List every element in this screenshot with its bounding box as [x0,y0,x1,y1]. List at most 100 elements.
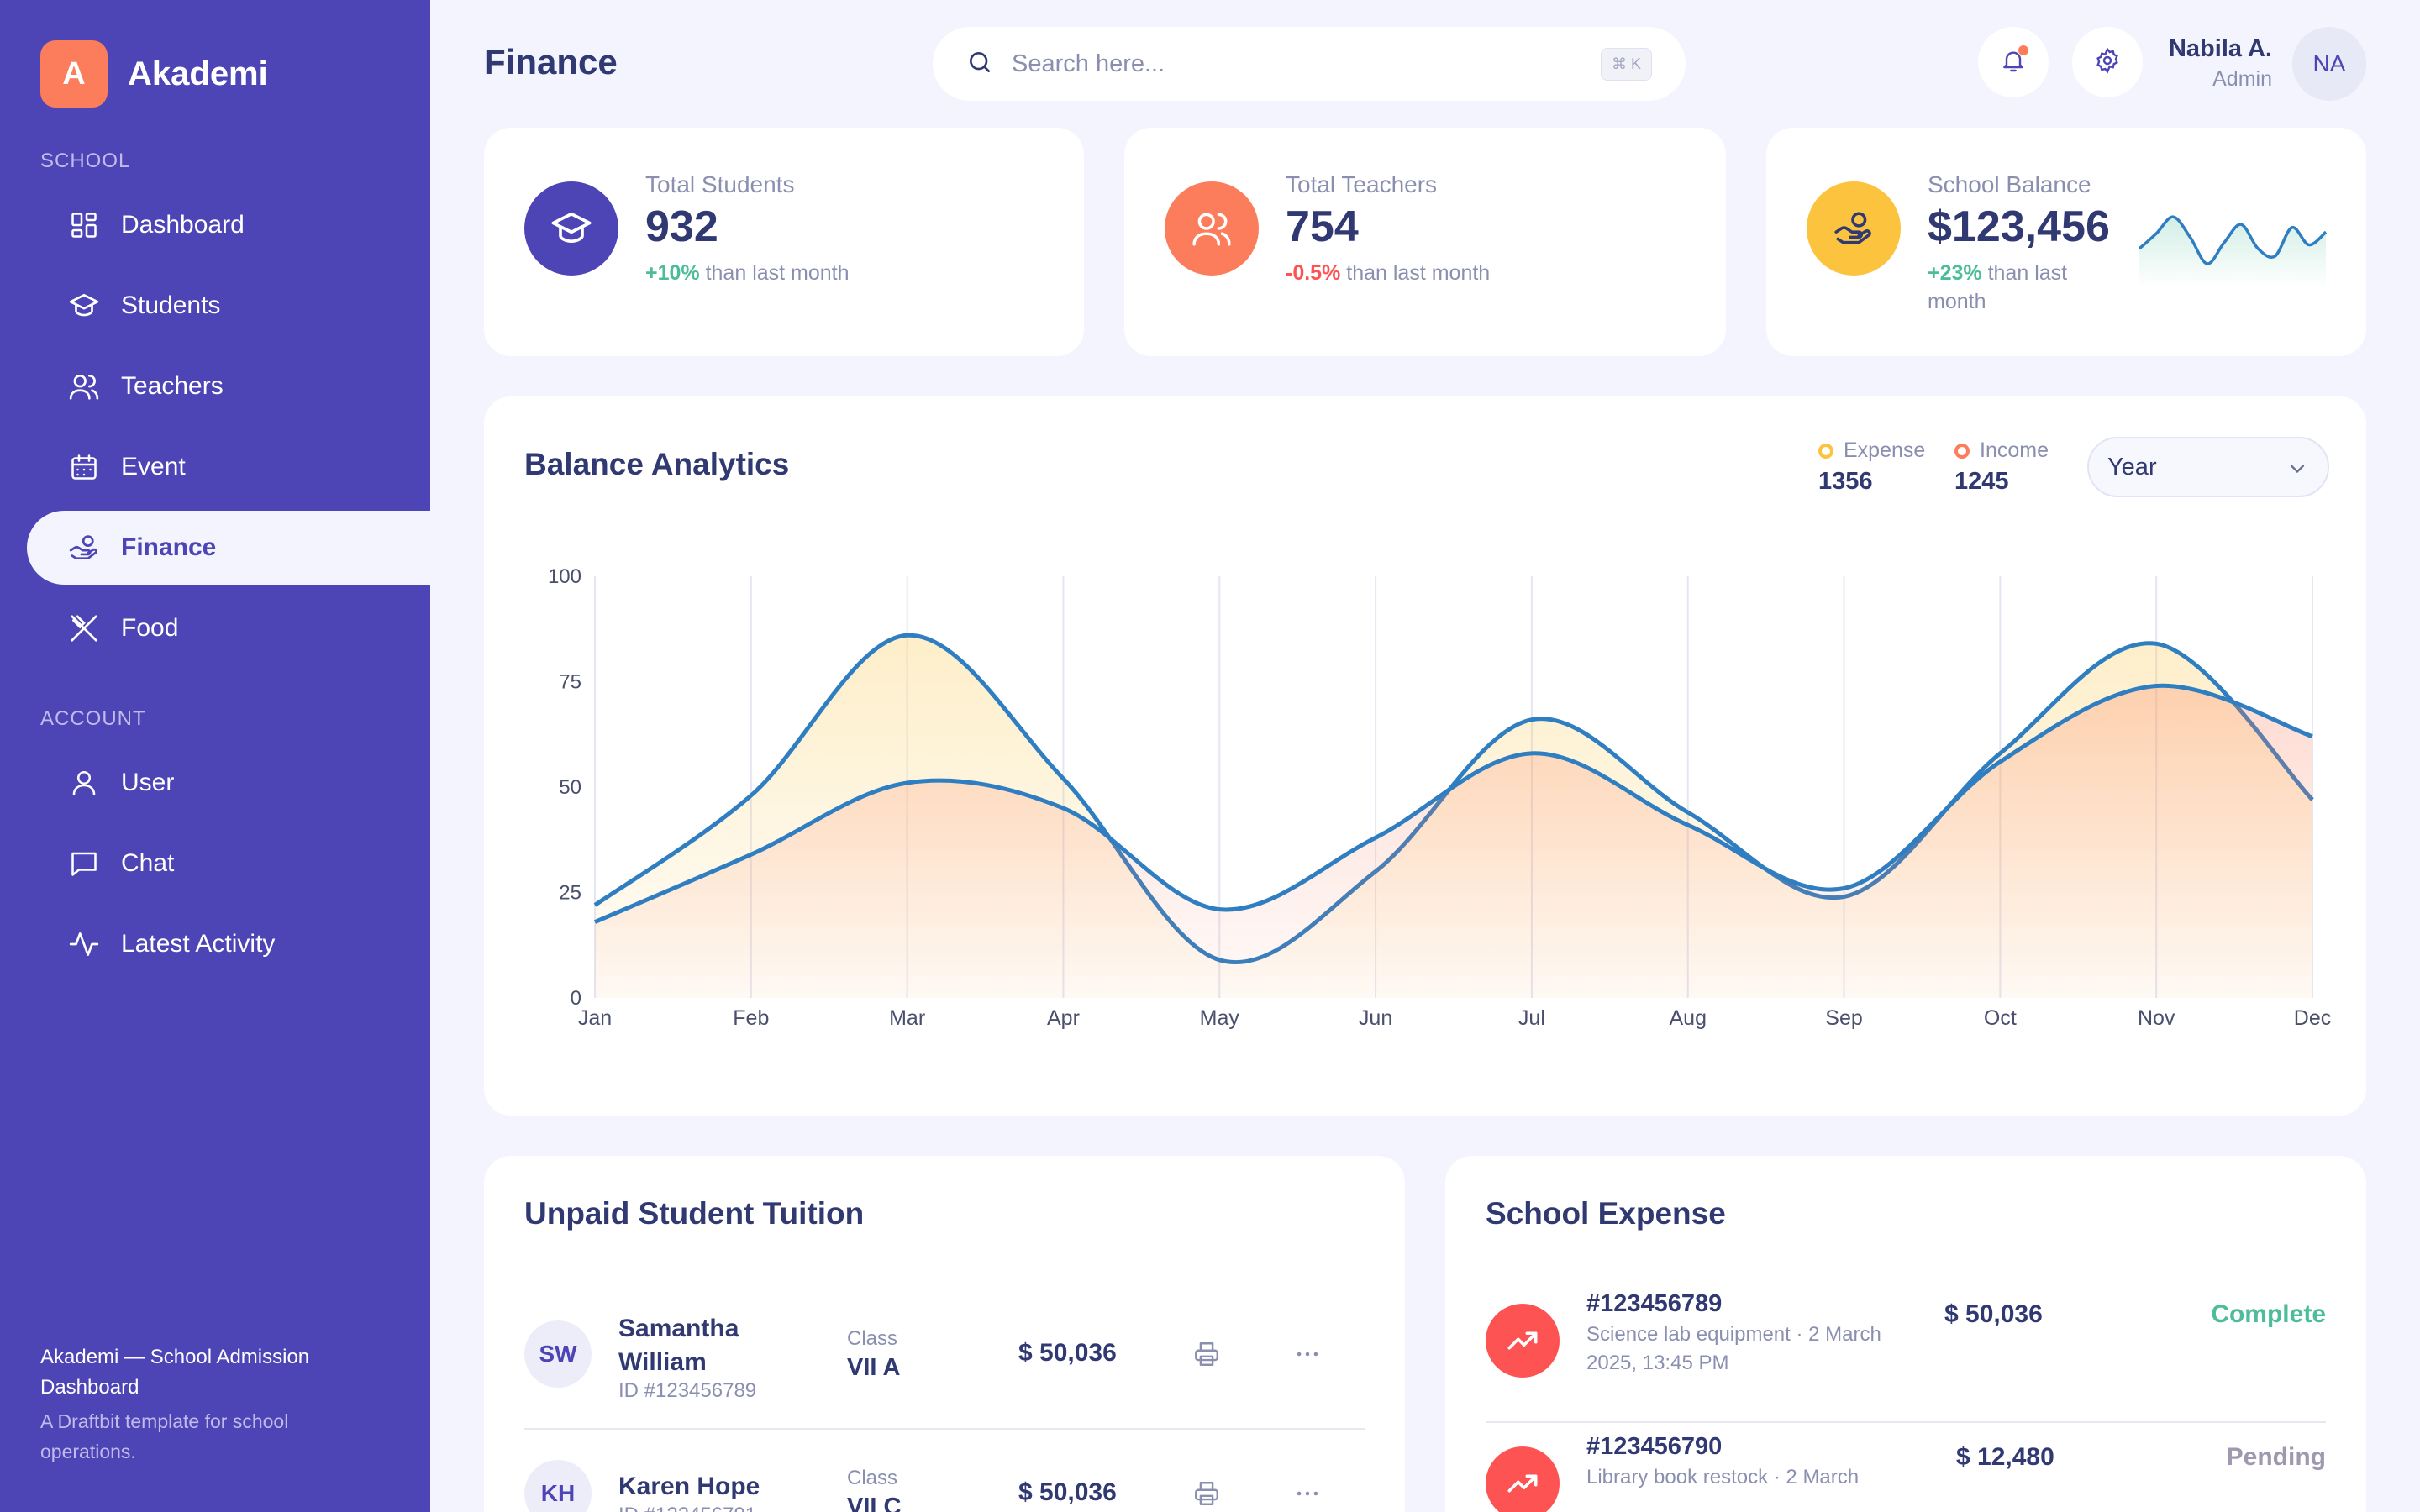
sidebar-item-dashboard[interactable]: Dashboard [27,188,430,262]
tuition-amount: $ 50,036 [1018,1478,1117,1506]
sidebar-item-user[interactable]: User [27,746,430,820]
class-label: Class [847,1467,898,1489]
chevron-down-icon [2286,457,2309,487]
stat-value: 932 [645,202,718,251]
legend-marker [1818,443,1833,459]
more-options-icon[interactable] [1291,1337,1324,1371]
series-area [595,685,2312,998]
expense-id: #123456789 [1586,1290,1723,1317]
more-options-icon[interactable] [1291,1477,1324,1510]
stat-label: Total Teachers [1286,171,1438,197]
stat-label: School Balance [1928,171,2091,197]
hand-coin-icon [1807,181,1901,276]
search-input[interactable]: Search here... [1012,50,1165,77]
expense-description: Science lab equipment · 2 March 2025, 13… [1586,1323,1881,1374]
section-title: Unpaid Student Tuition [524,1196,865,1231]
sidebar-item-event[interactable]: Event [27,430,430,504]
y-tick-label: 25 [559,882,581,905]
sidebar-item-label: User [121,769,175,796]
graduation-cap-icon [67,289,101,323]
sidebar-item-students[interactable]: Students [27,269,430,343]
period-select[interactable]: Year [2087,437,2329,497]
user-name: Nabila A. [2168,35,2272,62]
legend-marker [1954,443,1970,459]
dashboard-icon [67,208,101,242]
student-avatar: SW [524,1320,592,1388]
section-title: School Expense [1486,1196,1726,1231]
student-name[interactable]: Karen Hope [618,1473,760,1500]
sidebar-item-food[interactable]: Food [27,591,430,665]
student-name[interactable]: Samantha William [618,1315,739,1376]
stat-change: -0.5% than last month [1286,261,1491,285]
sidebar-item-label: Dashboard [121,211,245,239]
y-tick-label: 75 [559,671,581,694]
list-item[interactable]: #123456789 Science lab equipment · 2 Mar… [1486,1270,2326,1413]
users-icon [67,370,101,403]
stat-card-students: Total Students 932 +10% than last month [484,128,1084,356]
legend-expense: Expense 1356 [1818,438,1926,495]
balance-analytics-card: Balance Analytics Expense 1356 Income 12… [484,396,2366,1116]
list-item[interactable]: #123456790 Library book restock · 2 Marc… [1486,1413,2326,1512]
expense-amount: $ 50,036 [1944,1300,2043,1328]
printer-icon[interactable] [1190,1477,1223,1510]
y-tick-label: 100 [548,565,581,588]
search-icon [966,49,993,80]
avatar[interactable]: NA [2292,27,2366,101]
graduation-cap-icon [524,181,618,276]
hand-coin-icon [67,531,101,564]
sidebar-item-label: Students [121,291,221,319]
class-label: Class [847,1327,898,1350]
student-id: ID #123456791 [618,1504,756,1512]
footer-subtitle: A Draftbit template for school operation… [40,1410,289,1462]
sidebar-footer: Akademi — School Admission Dashboard A D… [40,1342,376,1467]
stat-value: $123,456 [1928,202,2110,251]
stat-change: +23% than last month [1928,261,2068,313]
school-expense-card: School Expense #123456789 Science lab eq… [1445,1156,2366,1512]
gear-icon [2094,46,2121,78]
x-tick-label: Dec [2294,1006,2331,1030]
table-row[interactable]: KH Karen Hope ID #123456791 Class VII C … [524,1420,1365,1512]
divider [1486,1421,2326,1423]
sidebar-item-latest-activity[interactable]: Latest Activity [27,907,430,981]
activity-icon [67,927,101,961]
x-tick-label: May [1200,1006,1240,1030]
legend-value: 1356 [1818,468,1873,495]
table-row[interactable]: SW Samantha William ID #123456789 Class … [524,1280,1365,1415]
legend-value: 1245 [1954,468,2009,495]
sidebar-item-label: Teachers [121,372,224,400]
sidebar-item-label: Finance [121,533,217,561]
sidebar-item-label: Chat [121,849,175,877]
x-tick-label: Mar [889,1006,925,1030]
tuition-amount: $ 50,036 [1018,1339,1117,1367]
student-avatar: KH [524,1460,592,1512]
unpaid-tuition-card: Unpaid Student Tuition SW Samantha Willi… [484,1156,1405,1512]
search-bar[interactable]: Search here... ⌘ K [933,27,1686,101]
page-title: Finance [484,42,618,81]
x-tick-label: Jul [1518,1006,1545,1030]
sidebar-item-label: Event [121,453,186,480]
stat-value: 754 [1286,202,1359,251]
stat-label: Total Students [645,171,795,197]
user-icon [67,766,101,800]
y-tick-label: 0 [571,987,581,1010]
users-icon [1165,181,1259,276]
nav-section-account: ACCOUNT [40,707,146,730]
stat-change: +10% than last month [645,261,850,285]
settings-button[interactable] [2072,27,2143,97]
sidebar-item-teachers[interactable]: Teachers [27,349,430,423]
chat-icon [67,847,101,880]
period-select-value: Year [2107,453,2157,480]
sidebar-item-chat[interactable]: Chat [27,827,430,900]
legend-income: Income 1245 [1954,438,2049,495]
stat-card-balance: School Balance $123,456 +23% than last m… [1766,128,2366,356]
notification-button[interactable] [1978,27,2049,97]
printer-icon[interactable] [1190,1337,1223,1371]
logo-mark: A [40,40,108,108]
status-badge: Pending [2226,1443,2326,1471]
sidebar-item-label: Food [121,614,179,642]
utensils-icon [67,612,101,645]
expense-amount: $ 12,480 [1956,1443,2054,1471]
sidebar-item-finance[interactable]: Finance [27,511,430,585]
app-logo[interactable]: A Akademi [40,40,268,108]
status-badge: Complete [2211,1300,2326,1328]
